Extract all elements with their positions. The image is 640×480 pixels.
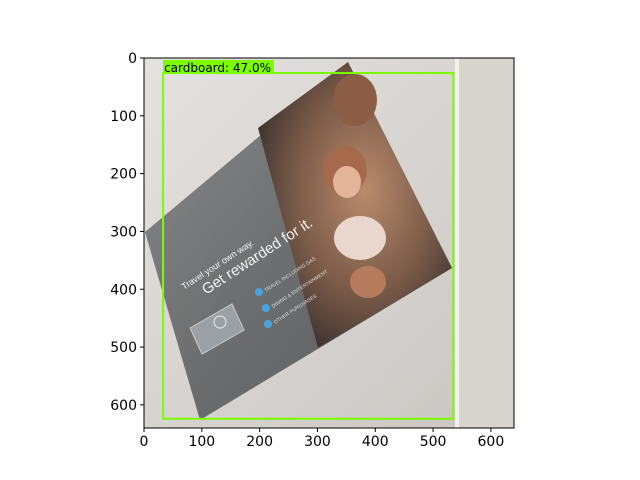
axes-frame bbox=[143, 57, 515, 429]
bullet-icon bbox=[255, 288, 263, 296]
baby bbox=[334, 216, 386, 260]
y-axis: 0 100 200 300 400 500 600 bbox=[110, 51, 144, 414]
x-axis: 0 100 200 300 400 500 600 bbox=[140, 428, 505, 450]
card-photo-region bbox=[258, 62, 452, 348]
credit-card-icon bbox=[189, 303, 245, 355]
y-tick-label: 0 bbox=[128, 51, 137, 67]
hand bbox=[350, 266, 386, 298]
door-edge bbox=[455, 58, 459, 428]
photo: Travel your own way. Get rewarded for it… bbox=[144, 58, 514, 428]
detection-label-background bbox=[163, 60, 274, 75]
y-tick-label: 400 bbox=[110, 282, 137, 298]
mailer-card: Travel your own way. Get rewarded for it… bbox=[145, 62, 452, 420]
x-tick-label: 600 bbox=[478, 434, 505, 450]
x-tick-label: 300 bbox=[304, 434, 331, 450]
x-tick-label: 0 bbox=[140, 434, 149, 450]
x-tick-label: 200 bbox=[246, 434, 273, 450]
y-tick-label: 100 bbox=[110, 109, 137, 125]
bullet-icon bbox=[262, 304, 270, 312]
y-tick-label: 300 bbox=[110, 224, 137, 240]
x-tick-label: 400 bbox=[362, 434, 389, 450]
door-frame bbox=[458, 58, 514, 428]
detection-label: cardboard: 47.0% bbox=[164, 61, 271, 75]
x-tick-label: 100 bbox=[188, 434, 215, 450]
y-tick-label: 200 bbox=[110, 167, 137, 183]
bullet-icon bbox=[264, 320, 272, 328]
detection-overlay: cardboard: 47.0% bbox=[162, 60, 455, 420]
y-tick-label: 600 bbox=[110, 398, 137, 414]
x-tick-label: 500 bbox=[420, 434, 447, 450]
detection-box bbox=[162, 72, 455, 420]
y-tick-label: 500 bbox=[110, 340, 137, 356]
child-face bbox=[333, 166, 361, 198]
man-head bbox=[333, 74, 377, 126]
